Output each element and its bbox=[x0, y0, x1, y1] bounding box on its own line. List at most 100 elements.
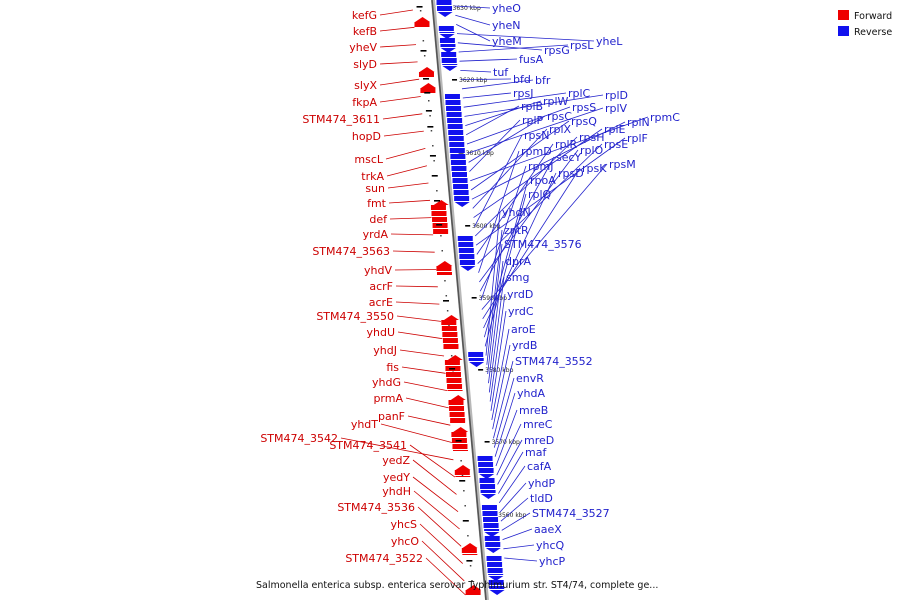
reverse-gene-leader bbox=[495, 409, 518, 467]
backbone-shadow bbox=[431, 0, 489, 600]
forward-feature bbox=[451, 432, 467, 437]
forward-gene-leader bbox=[412, 476, 459, 513]
reverse-feature bbox=[481, 505, 497, 510]
scale-tick-label: 3580 kbp bbox=[485, 367, 513, 374]
reverse-gene-leader bbox=[456, 24, 491, 42]
reverse-gene-leader bbox=[461, 78, 512, 80]
reverse-feature bbox=[477, 456, 493, 461]
forward-feature bbox=[449, 412, 465, 417]
forward-gene-leader bbox=[389, 217, 432, 220]
scale-tick-mark bbox=[484, 441, 490, 443]
reverse-gene-label: aroE bbox=[511, 323, 536, 336]
reverse-gene-label: rpsN bbox=[524, 129, 549, 142]
reverse-feature bbox=[442, 64, 458, 65]
reverse-gene-leader bbox=[488, 260, 504, 384]
forward-gene-leader bbox=[383, 130, 424, 137]
reverse-gene-leader bbox=[473, 128, 603, 218]
scale-tick-label: 3570 kbp bbox=[492, 439, 520, 446]
reverse-gene-leader bbox=[494, 392, 516, 457]
forward-gene-leader bbox=[379, 78, 420, 86]
reverse-gene-leader bbox=[457, 42, 543, 51]
reverse-feature bbox=[448, 136, 464, 141]
forward-gene-leader bbox=[392, 250, 435, 253]
forward-gene-label: kefG bbox=[352, 9, 377, 22]
forward-gene-leader bbox=[380, 423, 452, 443]
feature-dash bbox=[420, 50, 427, 52]
reverse-gene-leader bbox=[485, 211, 501, 356]
forward-gene-label: fmt bbox=[367, 197, 387, 210]
legend-reverse-label: Reverse bbox=[854, 27, 892, 38]
forward-gene-label: STM474_3611 bbox=[302, 113, 380, 126]
reverse-gene-leader bbox=[469, 119, 521, 172]
backbone-dot bbox=[432, 145, 434, 147]
reverse-feature bbox=[444, 94, 460, 99]
forward-gene-leader bbox=[382, 113, 423, 120]
forward-gene-leader bbox=[419, 523, 463, 564]
reverse-feature bbox=[453, 190, 469, 195]
reverse-gene-label: rpsK bbox=[582, 162, 607, 175]
reverse-gene-label: rpsL bbox=[570, 39, 594, 52]
reverse-gene-label: rpsE bbox=[604, 138, 628, 151]
forward-gene-leader bbox=[397, 331, 443, 340]
reverse-gene-label: rpsS bbox=[572, 101, 596, 114]
reverse-gene-label: rplB bbox=[521, 100, 543, 113]
legend-reverse-swatch bbox=[838, 26, 849, 36]
reverse-gene-leader bbox=[483, 179, 529, 338]
forward-feature bbox=[447, 384, 463, 389]
reverse-gene-label: mreD bbox=[524, 434, 554, 447]
forward-feature-arrow bbox=[433, 200, 449, 205]
forward-gene-leader bbox=[412, 459, 457, 495]
reverse-feature bbox=[454, 196, 470, 201]
reverse-feature bbox=[483, 523, 499, 528]
scale-tick-label: 3590 kbp bbox=[479, 295, 507, 302]
reverse-gene-label: rplD bbox=[605, 89, 628, 102]
forward-feature bbox=[450, 418, 466, 423]
forward-gene-label: STM474_3536 bbox=[337, 501, 415, 514]
forward-feature bbox=[420, 88, 436, 93]
reverse-gene-label: rplN bbox=[627, 116, 650, 129]
reverse-feature bbox=[437, 6, 453, 11]
reverse-feature bbox=[480, 490, 496, 493]
forward-feature bbox=[453, 450, 468, 451]
forward-gene-leader bbox=[395, 301, 440, 305]
reverse-gene-label: aaeX bbox=[534, 523, 562, 536]
reverse-gene-label: zntR bbox=[504, 224, 529, 237]
forward-feature-arrow bbox=[462, 543, 478, 548]
reverse-gene-leader bbox=[493, 360, 514, 439]
reverse-gene-label: mreB bbox=[519, 404, 548, 417]
forward-gene-label: yedY bbox=[383, 471, 410, 484]
reverse-feature bbox=[458, 242, 474, 247]
reverse-feature bbox=[440, 44, 456, 47]
backbone-dot bbox=[436, 190, 438, 192]
forward-gene-leader bbox=[379, 61, 418, 65]
reverse-gene-leader bbox=[463, 92, 567, 108]
forward-gene-label: yhdV bbox=[364, 264, 392, 277]
reverse-feature bbox=[445, 100, 461, 105]
forward-feature bbox=[444, 360, 460, 365]
reverse-gene-leader bbox=[496, 423, 522, 476]
feature-dash bbox=[436, 224, 443, 226]
reverse-gene-label: rplE bbox=[604, 123, 626, 136]
reverse-feature bbox=[441, 58, 457, 63]
forward-feature bbox=[442, 332, 458, 337]
reverse-feature bbox=[478, 468, 494, 473]
reverse-gene-leader bbox=[458, 44, 569, 53]
forward-feature-arrow bbox=[419, 67, 435, 72]
forward-gene-leader bbox=[387, 182, 429, 189]
reverse-feature bbox=[489, 586, 505, 589]
reverse-gene-label: rpmJ bbox=[528, 160, 553, 173]
reverse-feature bbox=[457, 236, 473, 241]
reverse-gene-leader bbox=[504, 557, 538, 562]
reverse-gene-label: tuf bbox=[493, 66, 509, 79]
reverse-feature bbox=[452, 178, 468, 183]
reverse-feature bbox=[439, 32, 455, 33]
forward-feature bbox=[447, 390, 463, 391]
reverse-feature-arrow bbox=[480, 494, 496, 499]
feature-dash bbox=[462, 520, 469, 522]
reverse-feature-arrow bbox=[454, 202, 470, 207]
reverse-gene-leader bbox=[498, 465, 526, 504]
reverse-feature-arrow bbox=[479, 474, 495, 479]
feature-dash bbox=[416, 6, 423, 8]
forward-feature-arrow bbox=[447, 355, 463, 360]
feature-dash bbox=[434, 200, 440, 202]
